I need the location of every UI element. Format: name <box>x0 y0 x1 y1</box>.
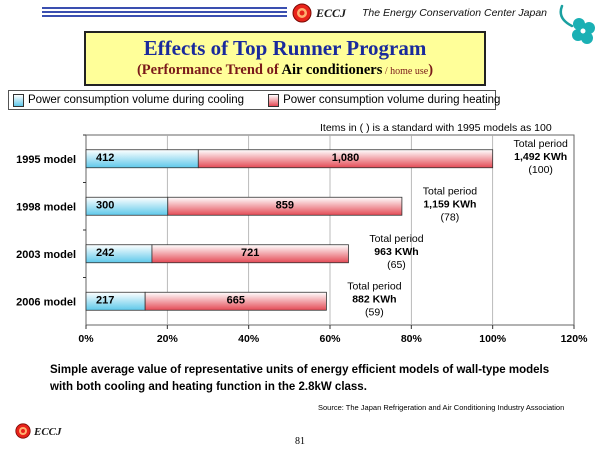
legend-item-heating: Power consumption volume during heating <box>264 93 501 107</box>
x-tick-label: 0% <box>78 333 94 345</box>
x-tick-label: 20% <box>157 333 179 345</box>
legend-swatch-heating <box>268 93 280 107</box>
total-period-index: (78) <box>441 211 460 223</box>
subtitle-suffix: ) <box>428 62 434 78</box>
bar-heating <box>167 196 403 216</box>
x-tick-label: 120% <box>561 333 589 345</box>
data-label-heating: 721 <box>241 247 259 259</box>
title-box: Effects of Top Runner Program (Performan… <box>84 31 486 86</box>
x-tick-label: 60% <box>319 333 341 345</box>
header-brand: ECCJ <box>316 6 347 20</box>
total-period-label: Total period <box>347 280 401 292</box>
total-period-value: 1,159 KWh <box>423 198 476 210</box>
subtitle-scope: / home use <box>382 66 429 77</box>
total-period-label: Total period <box>423 185 477 197</box>
y-category-label: 1998 model <box>16 201 76 213</box>
y-category-label: 1995 model <box>16 154 76 166</box>
source-note: Source: The Japan Refrigeration and Air … <box>318 403 565 412</box>
footer-brand: ECCJ <box>34 426 62 438</box>
header-org-name: The Energy Conservation Center Japan <box>362 7 548 19</box>
footer-eccj-logo-icon <box>15 423 31 439</box>
data-label-cooling: 217 <box>96 294 114 306</box>
data-label-heating: 1,080 <box>332 152 360 164</box>
page-subtitle: (Performance Trend of Air conditioners /… <box>86 60 484 82</box>
page-number: 81 <box>295 436 305 447</box>
legend-label-heating: Power consumption volume during heating <box>283 94 501 106</box>
data-label-cooling: 300 <box>96 199 114 211</box>
data-label-heating: 665 <box>227 294 245 306</box>
total-period-label: Total period <box>369 233 423 245</box>
x-tick-label: 40% <box>238 333 260 345</box>
y-category-label: 2003 model <box>16 249 76 261</box>
chart-legend: Power consumption volume during cooling … <box>8 90 500 110</box>
chart-caption: Simple average value of representative u… <box>50 364 550 393</box>
total-period-index: (59) <box>365 306 384 318</box>
subtitle-item: Air conditioners <box>281 62 383 78</box>
data-label-cooling: 242 <box>96 247 114 259</box>
y-category-label: 2006 model <box>16 296 76 308</box>
subtitle-prefix: (Performance Trend of <box>136 62 282 78</box>
legend-label-cooling: Power consumption volume during cooling <box>28 94 245 106</box>
legend-swatch-cooling <box>13 93 24 107</box>
data-label-heating: 859 <box>276 199 294 211</box>
total-period-index: (65) <box>387 259 406 271</box>
total-period-index: (100) <box>528 164 553 176</box>
bar-heating <box>197 149 494 169</box>
bar-cooling <box>85 291 146 311</box>
data-label-cooling: 412 <box>96 152 114 164</box>
x-tick-label: 100% <box>479 333 507 345</box>
chart-note: Items in ( ) is a standard with 1995 mod… <box>320 122 552 134</box>
bar-heating <box>151 244 349 264</box>
total-period-value: 1,492 KWh <box>514 151 567 163</box>
total-period-value: 963 KWh <box>374 246 418 258</box>
header-rule <box>42 7 287 19</box>
x-tick-label: 80% <box>401 333 423 345</box>
total-period-value: 882 KWh <box>352 293 396 305</box>
legend-item-cooling: Power consumption volume during cooling <box>9 93 245 107</box>
bar-heating <box>144 291 327 311</box>
total-period-label: Total period <box>514 138 568 150</box>
clover-logo-icon <box>559 4 595 44</box>
eccj-logo-icon <box>292 3 312 23</box>
page-title: Effects of Top Runner Program <box>143 36 427 60</box>
